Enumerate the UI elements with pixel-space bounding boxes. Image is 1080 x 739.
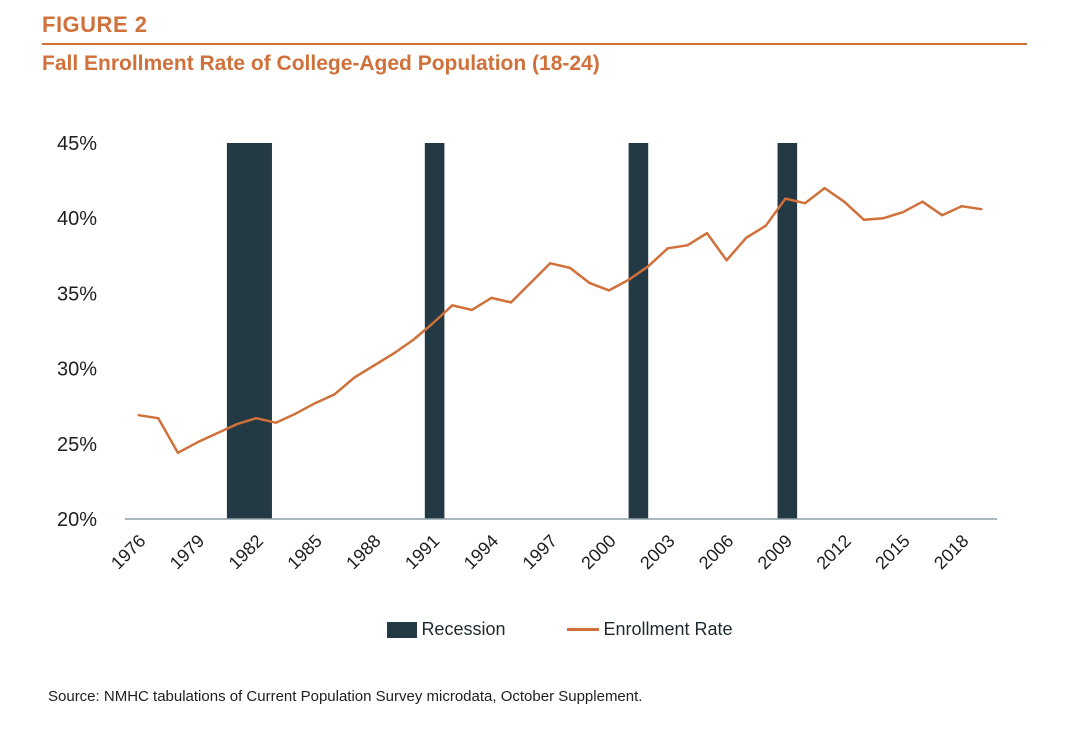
enrollment-point-1997 [549,262,552,265]
x-tick-label-1991: 1991 [401,531,443,573]
x-tick-label-2006: 2006 [695,531,737,573]
enrollment-point-2001 [627,278,630,282]
enrollment-point-2018 [960,204,963,208]
legend-label-enrollment: Enrollment Rate [603,619,733,639]
y-tick-label-35: 35% [57,283,97,305]
enrollment-point-2012 [842,200,846,203]
enrollment-point-2008 [764,224,767,227]
enrollment-point-2017 [940,213,944,217]
x-tick-label-1997: 1997 [519,531,561,573]
enrollment-point-2003 [666,247,669,250]
enrollment-point-1995 [509,301,513,304]
enrollment-point-1985 [313,401,317,405]
enrollment-point-1983 [274,421,278,424]
enrollment-point-1993 [470,308,474,312]
x-tick-label-2015: 2015 [871,531,913,573]
source-note: Source: NMHC tabulations of Current Popu… [48,688,643,705]
recession-bar-1 [226,143,272,519]
recession-bar-3 [628,143,649,519]
y-tick-label-45: 45% [57,133,97,155]
x-tick-label-1985: 1985 [283,531,325,573]
legend-swatch-recession [387,621,418,638]
enrollment-point-1992 [451,304,454,307]
x-tick-label-2012: 2012 [813,531,855,573]
enrollment-point-1979 [196,441,199,444]
x-tick-label-1979: 1979 [166,531,208,573]
enrollment-point-2010 [803,201,807,205]
x-tick-label-1976: 1976 [107,531,149,573]
enrollment-point-2014 [882,217,885,220]
recession-bar-4 [777,143,798,519]
x-tick-label-2009: 2009 [754,531,796,573]
enrollment-point-1994 [490,296,493,300]
x-tick-label-1982: 1982 [225,531,267,573]
enrollment-point-2002 [647,265,650,268]
enrollment-point-2011 [823,186,826,190]
enrollment-point-1986 [333,392,336,396]
enrollment-point-1988 [372,364,376,367]
chart-title: Fall Enrollment Rate of College-Aged Pop… [42,52,600,75]
enrollment-point-2019 [980,207,983,211]
enrollment-point-1980 [215,432,219,435]
enrollment-point-2005 [705,232,709,235]
enrollment-point-1998 [568,266,572,270]
enrollment-point-1990 [411,338,415,342]
enrollment-point-1996 [529,281,532,285]
y-tick-label-30: 30% [57,359,97,381]
enrollment-point-1976 [137,414,140,417]
enrollment-point-1987 [353,376,356,379]
enrollment-point-1989 [392,352,395,355]
enrollment-point-1977 [157,417,160,420]
x-tick-label-1988: 1988 [342,531,384,573]
legend-item-recession: Recession [387,619,505,640]
enrollment-point-1982 [255,417,258,420]
enrollment-point-2015 [901,210,905,214]
y-tick-label-40: 40% [57,208,97,230]
enrollment-point-2007 [744,236,748,239]
enrollment-point-2009 [784,197,787,200]
legend-swatch-enrollment [567,628,600,631]
enrollment-point-1984 [294,412,297,415]
x-tick-label-2018: 2018 [930,531,972,573]
enrollment-point-2016 [921,200,924,203]
enrollment-point-1991 [431,322,434,325]
x-tick-label-1994: 1994 [460,531,502,573]
x-tick-label-2000: 2000 [577,531,619,573]
legend-label-recession: Recession [421,619,506,639]
enrollment-point-2000 [607,289,611,292]
header-rule [42,43,1027,45]
legend-item-enrollment: Enrollment Rate [567,619,733,640]
enrollment-point-1978 [176,451,180,455]
y-tick-label-20: 20% [57,509,97,531]
recession-bar-2 [424,143,445,519]
enrollment-rate-line [138,186,982,455]
enrollment-point-1981 [235,423,238,426]
x-tick-label-2003: 2003 [636,531,678,573]
enrollment-point-2004 [686,244,689,247]
enrollment-point-1999 [588,281,591,285]
figure-label: FIGURE 2 [42,12,148,37]
chart-legend: Recession Enrollment Rate [0,619,1080,640]
chart-canvas: 20% 25% 30% 35% 40% 45% 1976 1979 1982 1985 1988 19… [57,133,997,573]
enrollment-point-2013 [862,218,865,221]
enrollment-point-2006 [725,259,728,262]
y-tick-label-25: 25% [57,434,97,456]
